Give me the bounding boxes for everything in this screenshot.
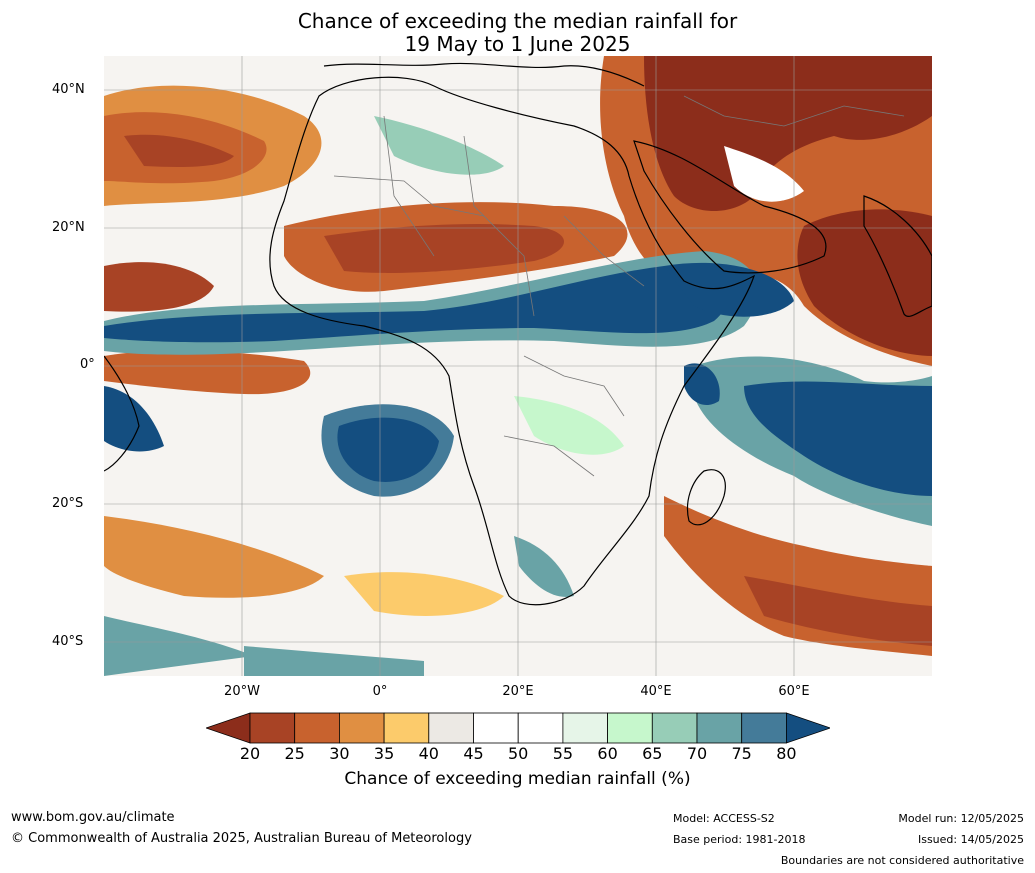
title-line-1: Chance of exceeding the median rainfall … [297,9,738,33]
colorbar-tick-label: 50 [508,744,529,763]
colorbar-tick-label: 35 [373,744,395,763]
transition-zones [374,116,624,597]
dry-region-southern-ocean [104,496,932,676]
lon-label-0: 0° [372,684,388,699]
lat-label-40n: 40°N [52,82,85,97]
colorbar-cell [473,712,519,744]
colorbar-extend-high [786,712,830,744]
wet-region-equatorial [104,251,794,355]
colorbar-tick-label: 65 [642,744,663,763]
title-line-2: 19 May to 1 June 2025 [404,32,631,56]
lon-label-20w: 20°W [224,684,260,699]
dry-region-west-atlantic [104,262,311,395]
lon-label-20e: 20°E [502,684,534,699]
footer-model-run: Model run: 12/05/2025 [898,812,1024,825]
india-coastline [863,195,932,317]
south-america-coastline [104,355,140,472]
colorbar-cell [651,712,698,744]
colorbar-tick-label: 80 [776,744,797,763]
dry-region-middle-east [600,56,932,366]
lat-label-20s: 20°S [52,496,84,511]
colorbar-tick-label: 70 [686,744,708,763]
colorbar-extend-low [206,712,251,744]
footer-base-period: Base period: 1981-2018 [673,833,806,846]
footer-model: Model: ACCESS-S2 [673,812,775,825]
colorbar-cell [294,712,340,744]
colorbar-tick-label: 60 [597,744,618,763]
colorbar-label: Chance of exceeding median rainfall (%) [344,769,691,789]
lat-label-40s: 40°S [52,634,84,649]
graticule [104,56,932,676]
footer-disclaimer: Boundaries are not considered authoritat… [780,854,1024,867]
colorbar-tick-label: 75 [731,744,752,763]
colorbar-cell [517,712,564,744]
lat-label-equator: 0° [80,357,95,372]
lat-label-20n: 20°N [52,220,85,235]
colorbar-tick-label: 25 [284,744,305,763]
colorbar [206,712,830,744]
colorbar-tick-label: 20 [239,744,261,763]
footer-copyright: © Commonwealth of Australia 2025, Austra… [11,831,472,846]
madagascar-coastline [686,469,726,526]
country-borders [333,95,905,477]
europe-coastline [323,62,645,87]
coastlines [104,62,932,606]
wet-region-south-atlantic [104,386,454,497]
map-canvas [104,56,932,676]
africa-coastline [269,76,756,606]
footer-website: www.bom.gov.au/climate [11,810,175,825]
wet-region-indian-ocean [684,356,932,526]
colorbar-tick-label: 45 [463,744,484,763]
lon-label-40e: 40°E [640,684,672,699]
colorbar-tick-label: 40 [418,744,439,763]
colorbar-cell [607,712,653,744]
colorbar-cell [383,712,430,744]
colorbar-cell [741,712,787,744]
rainfall-map [104,56,932,676]
map-title: Chance of exceeding the median rainfall … [0,10,1035,56]
arabia-coastline [633,140,827,274]
colorbar-cell [428,712,474,744]
colorbar-cell [562,712,608,744]
colorbar-tick-label: 55 [552,744,574,763]
colorbar-cell [696,712,743,744]
colorbar-cell [249,712,296,744]
lon-label-60e: 60°E [778,684,810,699]
colorbar-cell [338,712,385,744]
dry-region-north-atlantic [104,85,322,206]
colorbar-tick-label: 30 [329,744,350,763]
footer-issued: Issued: 14/05/2025 [917,833,1024,846]
